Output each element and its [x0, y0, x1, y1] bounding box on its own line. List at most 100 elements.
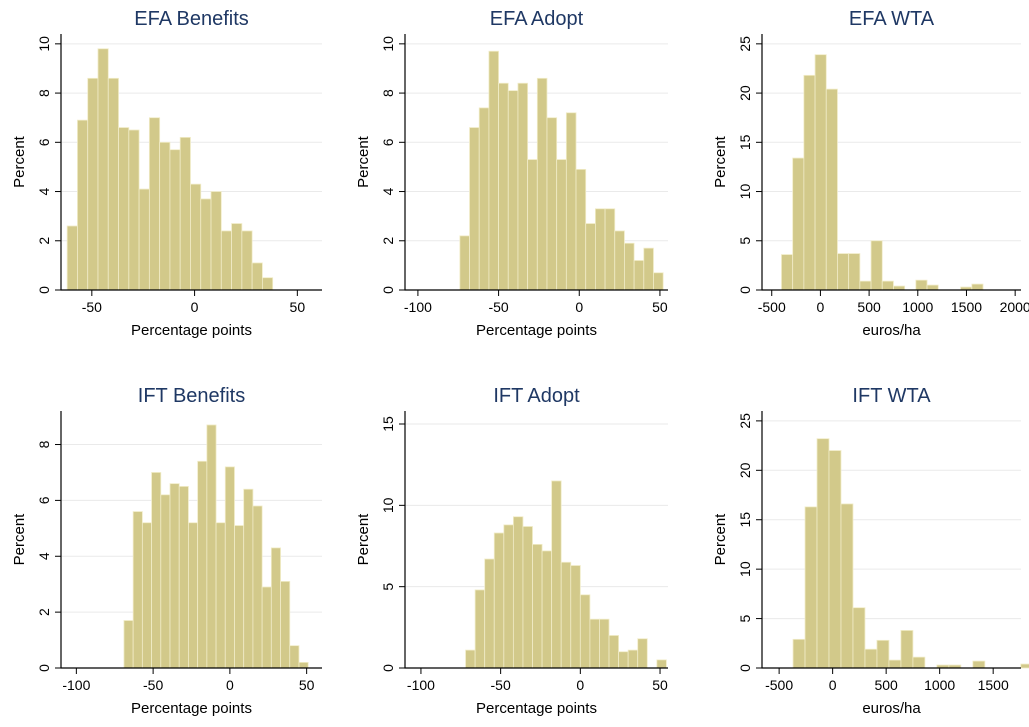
x-tick-label: -500: [758, 299, 786, 315]
y-tick-label: 0: [36, 664, 52, 672]
x-tick-label: -100: [404, 299, 432, 315]
x-tick-label: -50: [143, 677, 163, 693]
x-tick-label: 0: [226, 677, 234, 693]
y-axis-label: Percent: [355, 513, 372, 566]
x-tick-label: 500: [874, 677, 898, 693]
histogram-bar: [594, 208, 606, 291]
histogram-bar: [876, 639, 890, 669]
histogram-bar: [840, 503, 854, 669]
y-tick-label: 10: [737, 561, 753, 577]
y-tick-label: 15: [380, 416, 396, 432]
histogram-bar: [503, 524, 514, 669]
x-tick-label: 50: [290, 299, 306, 315]
histogram-bar: [138, 188, 150, 291]
y-tick-label: 10: [36, 36, 52, 52]
y-tick-label: 6: [380, 138, 396, 146]
y-axis-label: Percent: [11, 513, 28, 566]
histogram-bar: [912, 656, 926, 669]
histogram-bar: [848, 253, 861, 291]
histogram-bar: [536, 77, 548, 291]
histogram-bar: [864, 648, 878, 669]
histogram-bar: [971, 283, 984, 291]
x-tick-label: 1000: [924, 677, 955, 693]
x-tick-label: 1500: [978, 677, 1009, 693]
histogram-bar: [178, 486, 189, 669]
histogram-bar: [469, 127, 480, 291]
x-tick-label: 1000: [902, 299, 933, 315]
x-axis-label: Percentage points: [131, 700, 252, 717]
histogram-bar: [280, 581, 291, 669]
histogram-bar: [159, 141, 171, 291]
histogram-bar: [546, 117, 558, 291]
y-tick-label: 5: [737, 237, 753, 245]
histogram-bar: [465, 649, 476, 669]
histogram-bar: [781, 254, 794, 291]
histogram-bar: [210, 191, 222, 291]
histogram-bar: [633, 260, 645, 291]
histogram-bar: [888, 659, 902, 669]
histogram-bar: [614, 230, 625, 291]
histogram-bar: [132, 511, 143, 669]
histogram-bar: [1020, 663, 1029, 669]
histogram-bar: [804, 506, 818, 669]
histogram-bar: [261, 586, 272, 669]
chart-panel: 0 5 10 15 20 25 -500 0 500 1000 1500 IFT WTA euros/h…: [712, 385, 1029, 717]
histogram-bar: [241, 230, 253, 291]
histogram-bar: [792, 638, 806, 669]
chart-panel: 0 2 4 6 8 10 -100 -50 0 50 EFA Adopt Percentage poi…: [355, 8, 668, 339]
x-tick-label: 50: [299, 677, 315, 693]
histogram-bar: [816, 438, 830, 669]
x-tick-label: 50: [652, 299, 668, 315]
y-axis-label: Percent: [712, 135, 729, 188]
chart-title: EFA Benefits: [134, 8, 249, 30]
y-tick-label: 0: [737, 286, 753, 294]
histogram-bar: [560, 561, 572, 669]
x-axis-label: Percentage points: [131, 322, 252, 339]
histogram-bar: [618, 651, 629, 669]
chart-panel: 0 2 4 6 8 -100 -50 0 50 IFT Benefits Percentage po…: [11, 385, 322, 717]
y-tick-label: 10: [737, 184, 753, 200]
histogram-bar: [604, 208, 616, 291]
chart-title: IFT WTA: [852, 385, 931, 407]
histogram-bar: [881, 280, 894, 291]
y-tick-label: 10: [380, 36, 396, 52]
x-axis-label: Percentage points: [476, 322, 597, 339]
y-axis-label: Percent: [355, 135, 372, 188]
histogram-bar: [270, 547, 281, 669]
histogram-bar: [262, 277, 274, 291]
histogram-bar: [128, 129, 140, 291]
histogram-bar: [118, 127, 130, 291]
histogram-bar: [151, 472, 162, 669]
y-axis-label: Percent: [712, 513, 729, 566]
x-tick-label: -100: [407, 677, 435, 693]
x-tick-label: 0: [576, 677, 584, 693]
histogram-bar: [972, 660, 986, 669]
histogram-bar: [859, 280, 872, 291]
histogram-bar: [190, 183, 202, 291]
histogram-bar: [243, 488, 254, 669]
histogram-bar: [224, 466, 235, 669]
chart-title: IFT Adopt: [493, 385, 580, 407]
x-tick-label: 0: [829, 677, 837, 693]
histogram-bar: [169, 149, 181, 291]
histogram-bar: [792, 157, 805, 291]
histogram-bar: [579, 594, 591, 669]
histogram-bar: [522, 526, 533, 669]
histogram-bar: [565, 112, 577, 291]
histogram-bar: [66, 225, 78, 291]
histogram-bar: [298, 662, 309, 669]
histogram-bar: [556, 159, 567, 291]
histogram-bar: [837, 253, 850, 291]
y-tick-label: 2: [380, 237, 396, 245]
x-axis-label: euros/ha: [862, 322, 921, 339]
histogram-bar: [512, 516, 524, 669]
x-tick-label: -50: [82, 299, 102, 315]
histogram-bar: [87, 77, 99, 291]
histogram-bar: [215, 522, 226, 669]
histogram-bar: [206, 424, 217, 669]
histogram-bar: [653, 272, 664, 291]
x-tick-label: -50: [491, 677, 511, 693]
histogram-bar: [493, 532, 505, 669]
y-tick-label: 5: [380, 583, 396, 591]
x-tick-label: 50: [652, 677, 668, 693]
